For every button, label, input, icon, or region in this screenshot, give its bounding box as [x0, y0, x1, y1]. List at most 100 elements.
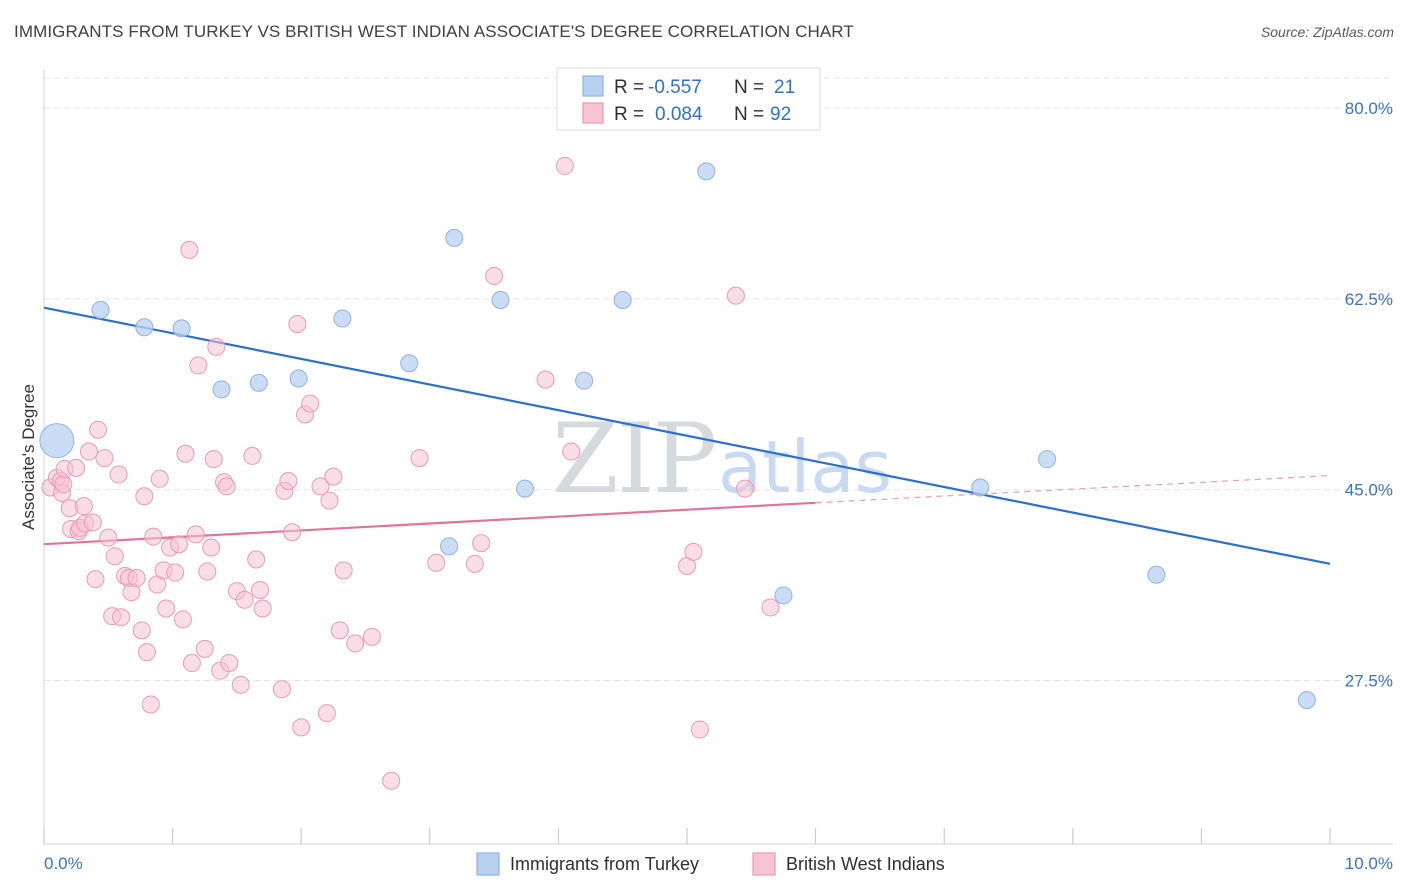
immigrants-from-turkey-point — [440, 537, 459, 556]
british-west-indians-point — [176, 444, 195, 463]
british-west-indians-point — [231, 675, 250, 694]
british-west-indians-point — [555, 156, 574, 175]
british-west-indians-point — [80, 442, 99, 461]
british-west-indians-point — [207, 337, 226, 356]
british-west-indians-point — [89, 420, 108, 439]
series-legend-label-bwi: British West Indians — [786, 854, 945, 874]
british-west-indians-point — [105, 547, 124, 566]
british-west-indians-point — [690, 720, 709, 739]
british-west-indians-point — [247, 550, 266, 569]
immigrants-from-turkey-point — [1038, 450, 1057, 469]
trend-line-immigrants-from-turkey — [43, 306, 1331, 565]
legend-n-value-turkey: 21 — [774, 77, 795, 98]
legend-swatch-bwi — [582, 102, 604, 124]
british-west-indians-point — [99, 528, 118, 547]
british-west-indians-point — [465, 554, 484, 573]
immigrants-from-turkey-point — [212, 380, 231, 399]
british-west-indians-point — [202, 538, 221, 557]
british-west-indians-point — [157, 599, 176, 618]
immigrants-from-turkey-point — [971, 478, 990, 497]
trend-extension-british-west-indians — [815, 474, 1331, 504]
british-west-indians-point — [485, 267, 504, 286]
immigrants-from-turkey-point — [91, 300, 110, 319]
grid-lines — [44, 77, 1393, 681]
immigrants-from-turkey-point — [515, 479, 534, 498]
british-west-indians-point — [95, 449, 114, 468]
british-west-indians-point — [562, 442, 581, 461]
british-west-indians-point — [311, 477, 330, 496]
y-tick-label: 27.5% — [1345, 671, 1393, 690]
y-tick-label: 45.0% — [1345, 481, 1393, 500]
immigrants-from-turkey-point — [289, 369, 308, 388]
british-west-indians-point — [253, 599, 272, 618]
british-west-indians-point — [427, 553, 446, 572]
british-west-indians-point — [324, 467, 343, 486]
series-legend: Immigrants from Turkey British West Indi… — [476, 852, 945, 876]
british-west-indians-point — [170, 535, 189, 554]
british-west-indians-point — [272, 680, 291, 699]
british-west-indians-point — [186, 525, 205, 544]
immigrants-from-turkey-point — [491, 291, 510, 310]
immigrants-from-turkey-point — [697, 162, 716, 181]
british-west-indians-point — [279, 471, 298, 490]
british-west-indians-point — [292, 718, 311, 737]
axes — [43, 70, 1393, 845]
x-tick-label-max: 10.0% — [1345, 854, 1393, 873]
british-west-indians-point — [362, 627, 381, 646]
british-west-indians-point — [320, 491, 339, 510]
british-west-indians-point — [301, 394, 320, 413]
legend-r-label-bwi: R = — [614, 104, 644, 125]
british-west-indians-point — [67, 458, 86, 477]
british-west-indians-point — [726, 286, 745, 305]
immigrants-from-turkey-points — [39, 162, 1316, 710]
immigrants-from-turkey-point — [249, 373, 268, 392]
stats-legend: R = -0.557 N = 21 R = 0.084 N = 92 — [556, 67, 821, 131]
british-west-indians-point — [410, 449, 429, 468]
british-west-indians-point — [182, 654, 201, 673]
x-tick-label-min: 0.0% — [44, 854, 83, 873]
british-west-indians-point — [83, 513, 102, 532]
british-west-indians-point — [86, 570, 105, 589]
british-west-indians-point — [195, 639, 214, 658]
british-west-indians-points — [41, 156, 780, 790]
legend-r-label-turkey: R = — [614, 77, 644, 98]
immigrants-from-turkey-point — [172, 319, 191, 338]
y-tick-label: 80.0% — [1345, 99, 1393, 118]
british-west-indians-point — [166, 563, 185, 582]
british-west-indians-point — [317, 704, 336, 723]
british-west-indians-point — [173, 610, 192, 629]
british-west-indians-point — [330, 621, 349, 640]
british-west-indians-point — [346, 634, 365, 653]
british-west-indians-point — [109, 465, 128, 484]
british-west-indians-point — [127, 569, 146, 588]
immigrants-from-turkey-point — [774, 586, 793, 605]
british-west-indians-point — [251, 580, 270, 599]
chart-title: IMMIGRANTS FROM TURKEY VS BRITISH WEST I… — [14, 22, 854, 41]
legend-swatch-turkey — [582, 75, 604, 97]
british-west-indians-point — [243, 446, 262, 465]
source-credit: Source: ZipAtlas.com — [1260, 24, 1394, 40]
british-west-indians-point — [137, 643, 156, 662]
british-west-indians-point — [472, 534, 491, 553]
x-tick-marks — [43, 828, 1331, 844]
watermark: ZIP atlas — [552, 403, 892, 515]
british-west-indians-point — [684, 542, 703, 561]
legend-n-value-bwi: 92 — [770, 104, 791, 125]
y-tick-label: 62.5% — [1345, 290, 1393, 309]
series-legend-swatch-bwi — [752, 852, 776, 876]
immigrants-from-turkey-point — [39, 423, 75, 459]
british-west-indians-point — [761, 598, 780, 617]
series-legend-label-turkey: Immigrants from Turkey — [510, 854, 699, 874]
british-west-indians-point — [235, 590, 254, 609]
british-west-indians-point — [283, 523, 302, 542]
british-west-indians-point — [536, 370, 555, 389]
immigrants-from-turkey-point — [445, 228, 464, 247]
immigrants-from-turkey-point — [575, 371, 594, 390]
legend-n-label-turkey: N = — [734, 77, 764, 98]
immigrants-from-turkey-point — [400, 354, 419, 373]
british-west-indians-point — [735, 479, 754, 498]
british-west-indians-point — [334, 561, 353, 580]
british-west-indians-point — [288, 315, 307, 334]
immigrants-from-turkey-point — [1297, 691, 1316, 710]
british-west-indians-point — [382, 771, 401, 790]
